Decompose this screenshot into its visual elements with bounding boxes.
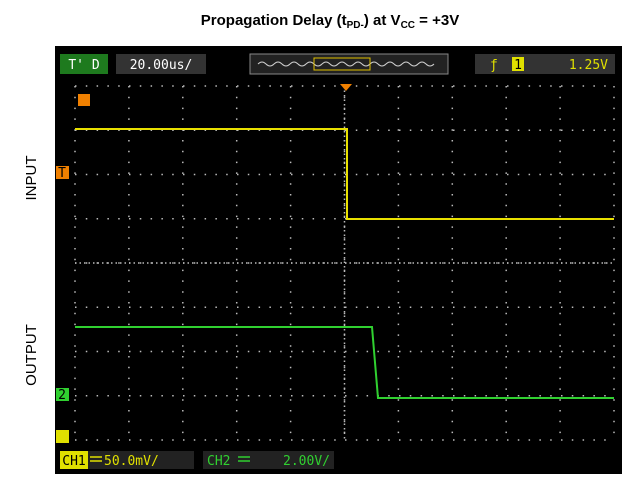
- title-sub: PD-: [347, 20, 364, 31]
- trigger-marker: T: [58, 166, 66, 181]
- ch1-scale: 50.0mV/: [104, 454, 159, 469]
- trigger-edge: ƒ: [490, 58, 498, 73]
- input-label: INPUT: [23, 156, 40, 201]
- scope-screen: [55, 46, 622, 474]
- title-part: Propagation Delay (t: [201, 12, 347, 29]
- ch1-label: CH1: [62, 454, 85, 469]
- ch2-marker: 2: [58, 388, 66, 403]
- title-part: = +3V: [415, 12, 459, 29]
- title-sub: CC: [401, 20, 415, 31]
- ch2-scale: 2.00V/: [283, 454, 330, 469]
- timebase: 20.00us/: [130, 58, 193, 73]
- mode: T' D: [68, 58, 99, 73]
- title-part: ) at V: [364, 12, 401, 29]
- ch1-ground: [56, 430, 69, 443]
- ch-tag: [78, 94, 90, 106]
- page: Propagation Delay (tPD-) at VCC = +3V IN…: [0, 0, 624, 479]
- title: Propagation Delay (tPD-) at VCC = +3V: [201, 12, 459, 31]
- output-label: OUTPUT: [23, 324, 40, 386]
- trigger-level: 1.25V: [569, 58, 608, 73]
- trigger-channel: 1: [514, 58, 522, 73]
- ch2-label: CH2: [207, 454, 230, 469]
